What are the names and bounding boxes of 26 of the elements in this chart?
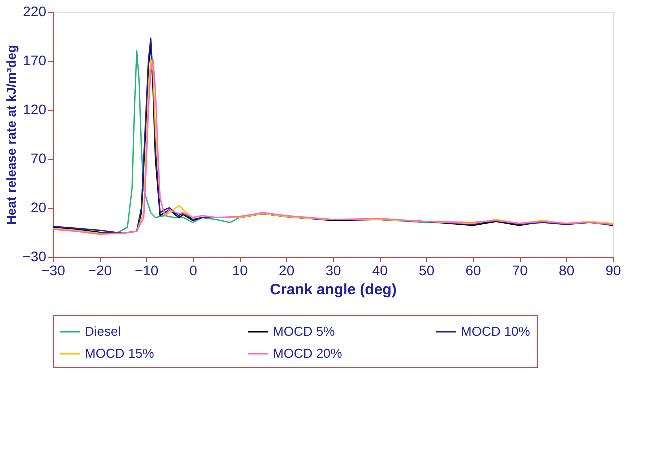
x-axis-title: Crank angle (deg) (270, 282, 397, 298)
y-tick-label: 220 (23, 4, 47, 20)
x-tick-label: 10 (232, 262, 248, 278)
x-tick-label: −10 (134, 262, 159, 278)
x-tick-label: 80 (559, 262, 575, 278)
x-tick-label: 40 (372, 262, 388, 278)
legend-label: MOCD 15% (85, 346, 155, 361)
y-tick-label: 20 (30, 200, 47, 216)
x-tick-label: 70 (512, 262, 528, 278)
y-tick-label: −30 (22, 248, 47, 264)
x-tick-label: −30 (42, 262, 66, 278)
y-axis-title: Heat release rate at kJ/m³deg (4, 44, 19, 225)
y-tick-label: 170 (23, 52, 47, 68)
y-tick-label: 120 (23, 102, 47, 118)
legend-label: MOCD 20% (273, 346, 343, 361)
legend-label: MOCD 5% (273, 324, 336, 339)
x-tick-label: 60 (466, 262, 482, 278)
y-tick-label: 70 (30, 150, 47, 166)
legend-label: Diesel (85, 324, 122, 339)
x-tick-label: 20 (279, 262, 295, 278)
x-tick-label: 90 (606, 262, 622, 278)
x-tick-label: 50 (419, 262, 435, 278)
x-tick-label: 0 (190, 262, 198, 278)
x-tick-label: 30 (326, 262, 342, 278)
legend-label: MOCD 10% (461, 324, 531, 339)
x-tick-label: −20 (88, 262, 112, 278)
